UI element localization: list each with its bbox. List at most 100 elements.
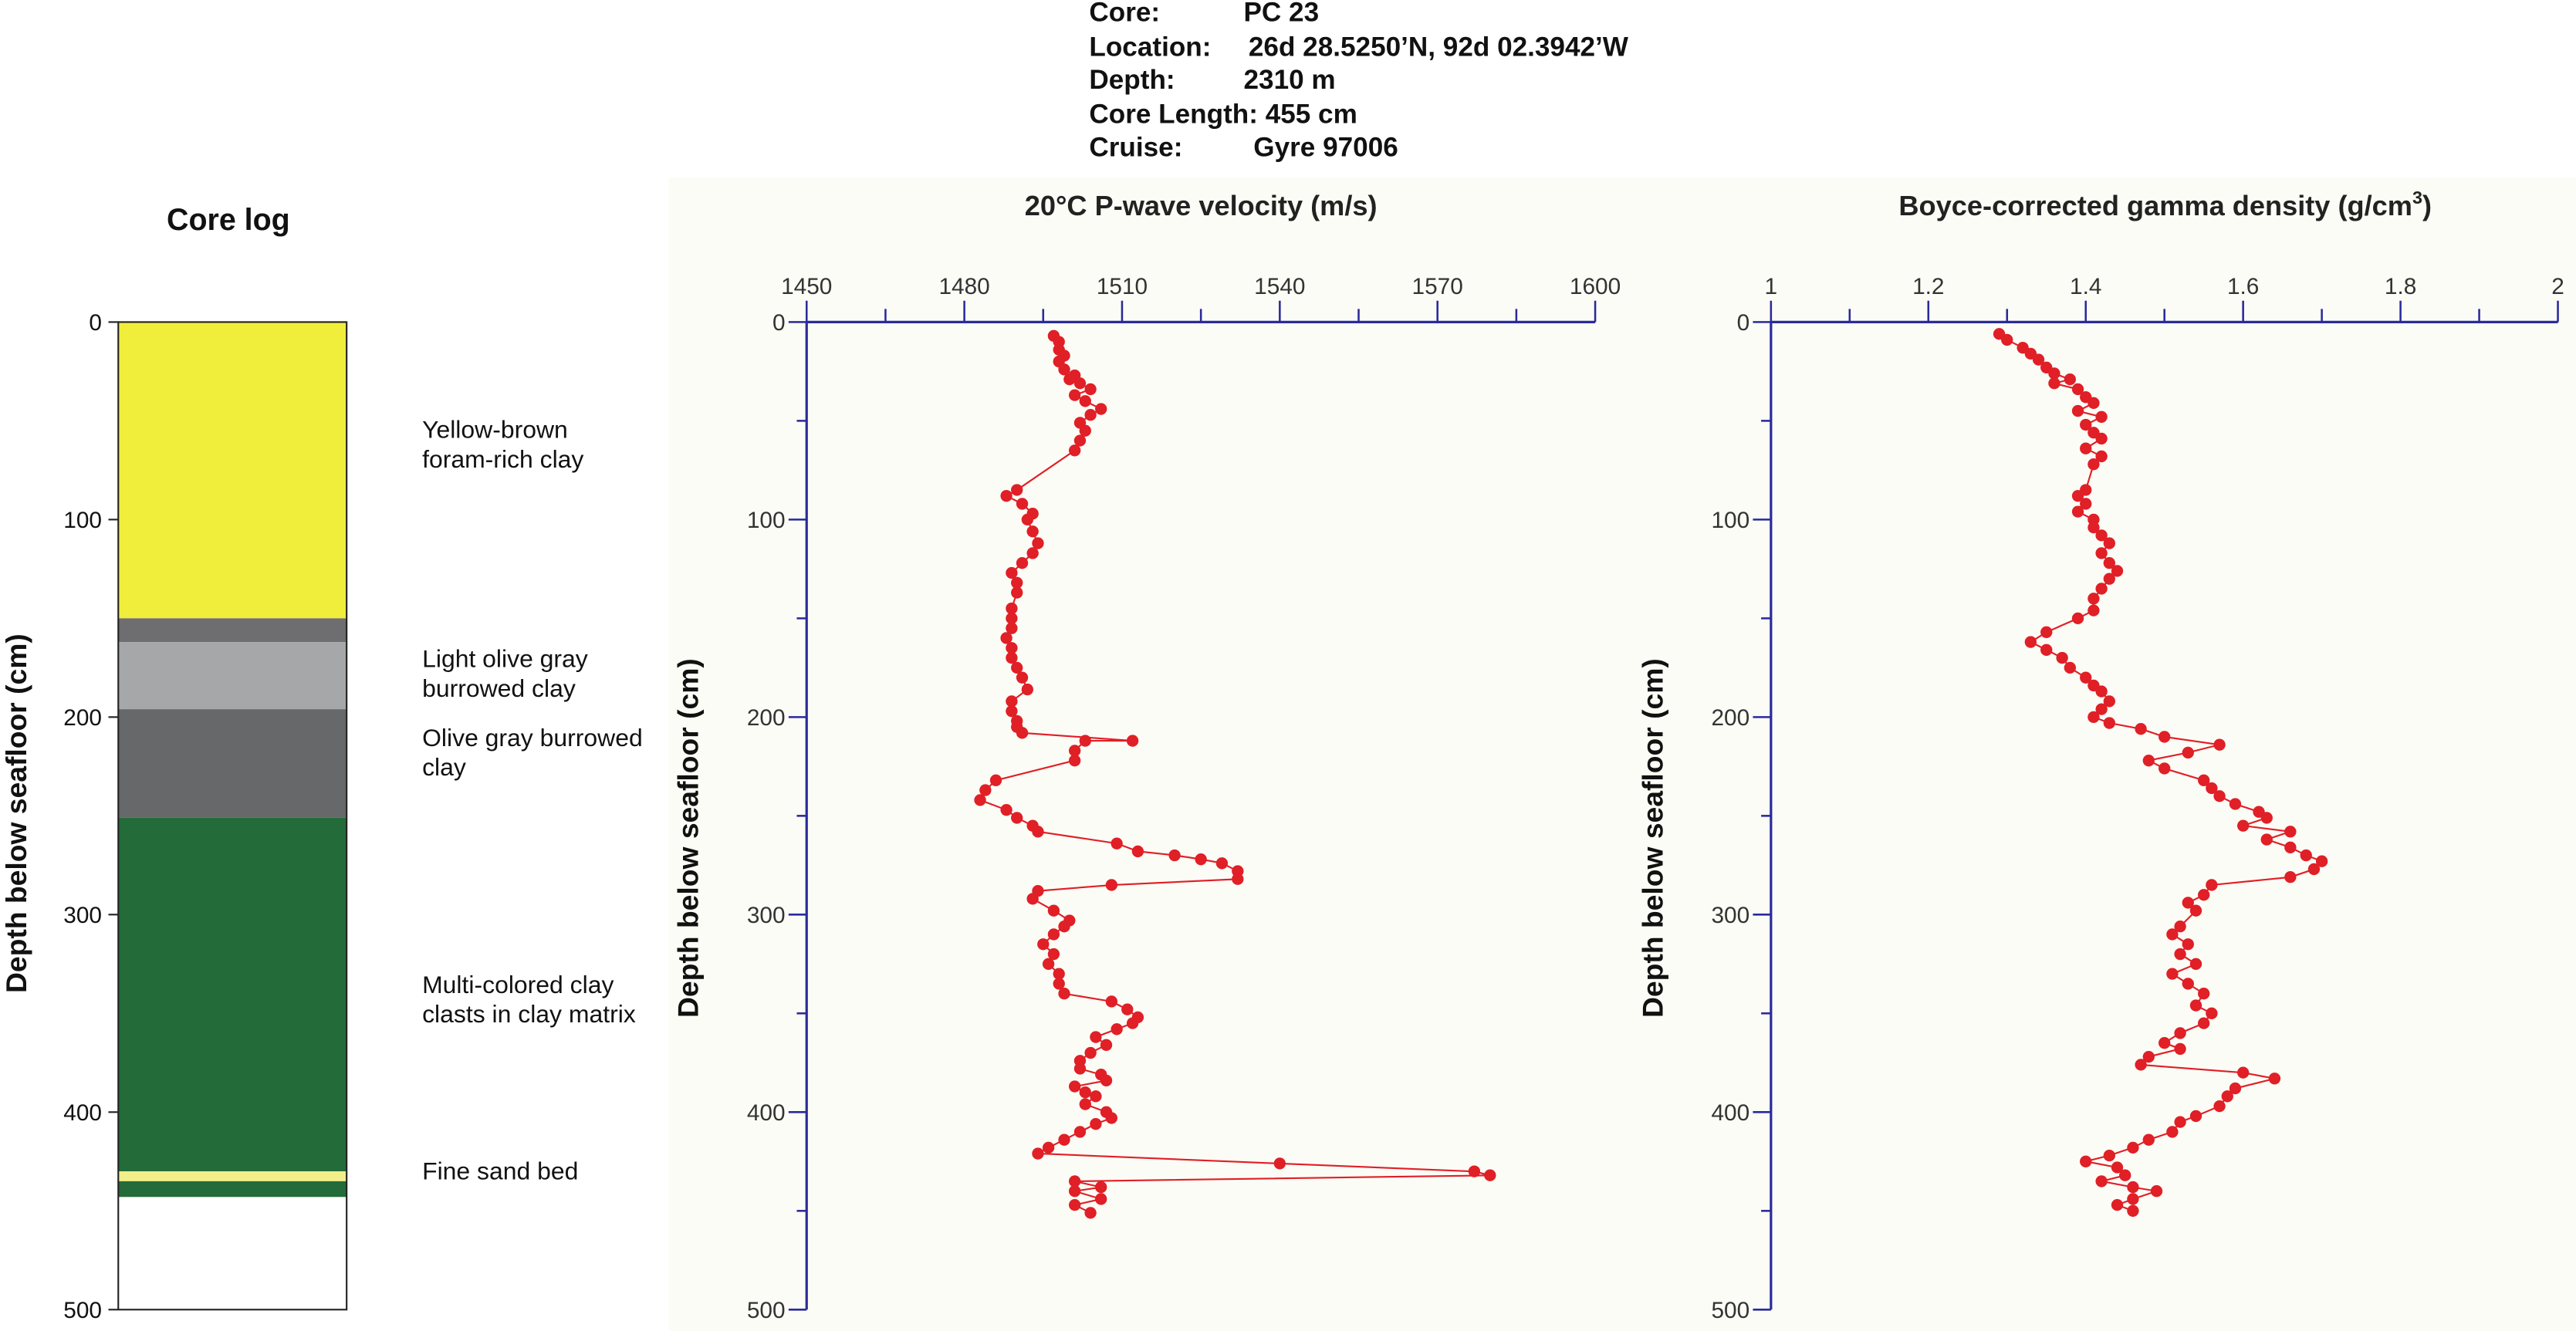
density-y-tick-label: 100 <box>1711 508 1749 533</box>
location-label: Location: <box>1089 32 1212 62</box>
density-data-point <box>2182 978 2194 990</box>
velocity-y-tick-label: 500 <box>747 1298 786 1323</box>
density-x-tick-label: 2 <box>2551 274 2564 299</box>
velocity-axes: 1450 1480 1510 1540 1570 1600 0 100 200 300 400 500 <box>747 274 1621 1323</box>
velocity-data-point <box>1047 904 1060 917</box>
density-data-point <box>2284 841 2297 853</box>
density-data-point <box>2095 547 2108 559</box>
velocity-data-point <box>1079 1086 1091 1099</box>
velocity-x-tick-label: 1600 <box>1570 274 1621 299</box>
density-y-tick-label: 0 <box>1737 310 1750 336</box>
density-data-point <box>2095 703 2108 715</box>
density-data-point <box>2213 790 2226 802</box>
velocity-data-point <box>1105 995 1118 1008</box>
velocity-data-point <box>1016 671 1029 684</box>
density-data-point <box>2229 1082 2242 1095</box>
velocity-data-point <box>1021 683 1034 696</box>
velocity-data-point <box>1006 695 1018 708</box>
velocity-data-point <box>1032 826 1044 838</box>
velocity-data-point <box>1073 434 1087 447</box>
density-data-point <box>2307 863 2321 876</box>
density-data-point <box>2095 410 2108 423</box>
velocity-data-point <box>1090 1118 1102 1130</box>
density-data-point <box>2103 537 2115 549</box>
density-panel-background <box>1655 177 2576 1331</box>
density-data-point <box>2236 1066 2250 1079</box>
velocity-data-point <box>1111 1023 1123 1035</box>
velocity-x-tick-label: 1480 <box>938 274 989 299</box>
density-data-point <box>2189 999 2202 1012</box>
velocity-data-point <box>1068 745 1081 757</box>
density-data-point <box>2135 723 2147 735</box>
density-y-axis-label: Depth below seafloor (cm) <box>1636 658 1668 1018</box>
lithology-label-3: clasts in clay matrix <box>422 1000 636 1028</box>
velocity-data-point <box>1079 735 1091 747</box>
density-data-point <box>2229 798 2242 810</box>
velocity-y-tick-label: 200 <box>747 705 786 731</box>
density-data-point <box>2119 1169 2131 1181</box>
core-length-text: Core Length: 455 cm <box>1089 99 1357 130</box>
density-axes: 1 1.2 1.4 1.6 1.8 2 0 100 200 300 400 500 <box>1711 274 2564 1323</box>
velocity-data-point <box>1126 1017 1139 1029</box>
velocity-data-point <box>1126 735 1139 747</box>
density-data-point <box>2142 1050 2155 1063</box>
density-data-point <box>2213 1100 2226 1113</box>
velocity-data-point <box>1090 1090 1102 1103</box>
velocity-data-point <box>1011 661 1023 674</box>
density-data-point <box>2174 921 2186 933</box>
lithology-label-1: burrowed clay <box>422 674 576 702</box>
lithology-label-4: Fine sand bed <box>422 1157 578 1185</box>
density-data-point <box>2135 1059 2147 1071</box>
core-log-tick-label: 100 <box>63 508 102 533</box>
velocity-data-point <box>1047 928 1060 941</box>
velocity-data-point <box>1011 586 1023 599</box>
density-chart-title: Boyce-corrected gamma density (g/cm3) <box>1898 187 2432 221</box>
velocity-x-tick-label: 1450 <box>781 274 832 299</box>
density-data-point <box>2284 826 2297 838</box>
density-data-point <box>2103 717 2115 729</box>
density-data-point <box>2080 671 2092 684</box>
location-value: 26d 28.5250’N, 92d 02.3942’W <box>1248 32 1628 62</box>
density-data-point <box>2174 1042 2186 1056</box>
density-data-point <box>2071 489 2084 502</box>
velocity-data-point <box>1084 1207 1097 1219</box>
velocity-data-point <box>1016 557 1029 569</box>
density-data-point <box>2088 711 2100 724</box>
velocity-data-point <box>1006 622 1018 634</box>
velocity-data-point <box>1006 566 1018 579</box>
velocity-data-point <box>1068 1198 1081 1211</box>
velocity-data-point <box>1084 409 1097 421</box>
core-log-ticks: 0 100 200 300 400 500 <box>63 310 119 1323</box>
velocity-data-point <box>1079 395 1091 407</box>
density-data-point <box>2103 557 2115 569</box>
density-data-point <box>2158 1037 2171 1049</box>
velocity-data-point <box>1006 642 1018 654</box>
density-y-tick-label: 400 <box>1711 1100 1749 1126</box>
core-label: Core: <box>1089 0 1161 29</box>
velocity-data-point <box>1011 484 1023 496</box>
core-log-tick-label: 500 <box>63 1298 102 1323</box>
density-data-point <box>2088 521 2100 534</box>
density-data-point <box>2080 442 2092 454</box>
density-data-point <box>2071 383 2084 396</box>
velocity-data-point <box>1026 525 1039 538</box>
core-log-units <box>117 321 348 1311</box>
density-data-point <box>2024 636 2037 648</box>
velocity-data-point <box>1000 804 1012 816</box>
velocity-data-point <box>1068 444 1081 457</box>
density-x-tick-label: 1.8 <box>2385 274 2416 299</box>
core-log-unit-2 <box>118 642 347 710</box>
density-data-point <box>2213 738 2226 751</box>
core-log-unit-6 <box>118 1181 347 1198</box>
velocity-data-point <box>1006 651 1018 664</box>
density-data-point <box>2071 612 2084 625</box>
density-data-point <box>2048 367 2060 380</box>
velocity-data-point <box>1068 389 1081 401</box>
density-series <box>1993 328 2328 1217</box>
density-data-point <box>2158 762 2171 775</box>
velocity-data-point <box>1058 988 1070 1000</box>
density-data-point <box>2095 583 2108 595</box>
density-data-point <box>2127 1193 2139 1205</box>
density-data-point <box>2158 731 2171 743</box>
